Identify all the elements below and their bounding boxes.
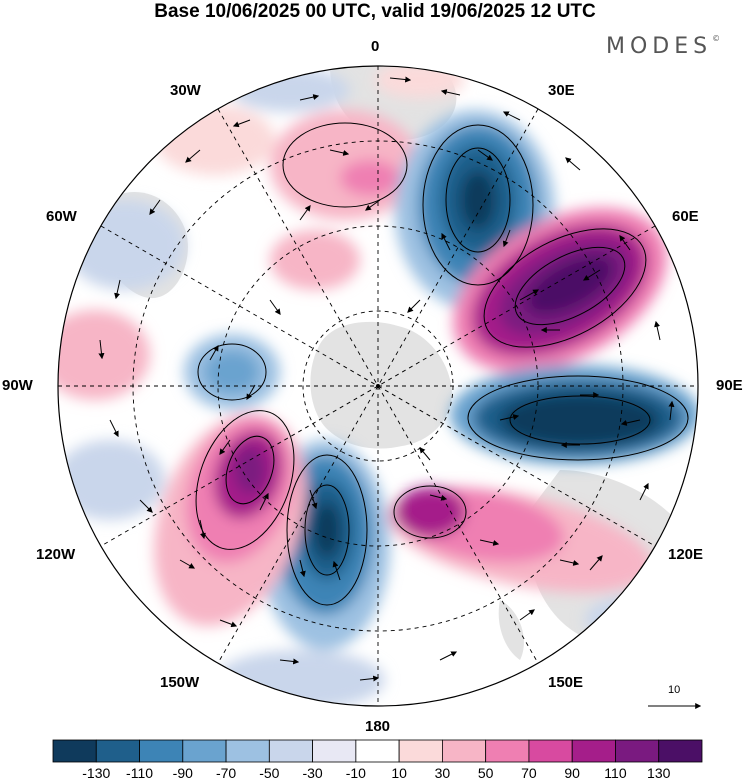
lon-label-90w: 90W bbox=[2, 377, 33, 394]
map-title: Base 10/06/2025 00 UTC, valid 19/06/2025… bbox=[154, 1, 596, 22]
lon-label-60e: 60E bbox=[672, 208, 699, 225]
colorbar-swatch bbox=[52, 739, 97, 763]
lon-label-30e: 30E bbox=[548, 82, 575, 99]
brand-mark: © bbox=[712, 33, 721, 43]
lon-label-150e: 150E bbox=[548, 674, 584, 691]
colorbar-swatch bbox=[268, 739, 314, 763]
colorbar-label: 90 bbox=[564, 765, 580, 781]
colorbar-label: -110 bbox=[126, 765, 154, 781]
colorbar-label: 30 bbox=[434, 765, 451, 781]
lon-label-180: 180 bbox=[365, 718, 391, 735]
modes-logo: MODES© bbox=[606, 34, 720, 59]
colorbar-swatch bbox=[441, 739, 487, 763]
colorbar-label: -50 bbox=[259, 765, 280, 781]
colorbar-swatch bbox=[139, 739, 184, 763]
colorbar-label: 130 bbox=[647, 765, 671, 781]
colorbar-label: -130 bbox=[82, 765, 111, 781]
lon-label-30w: 30W bbox=[170, 82, 201, 99]
lon-label-0: 0 bbox=[371, 38, 380, 55]
lon-label-90e: 90E bbox=[716, 377, 743, 394]
colorbar-swatch bbox=[95, 739, 140, 763]
colorbar-swatch bbox=[485, 739, 530, 763]
contour-lines bbox=[195, 122, 689, 606]
colorbar-label: -10 bbox=[345, 765, 366, 781]
colorbar-swatch bbox=[225, 739, 270, 763]
colorbar-label: 50 bbox=[477, 765, 494, 781]
new-zealand-land bbox=[498, 600, 524, 660]
colorbar-label: 110 bbox=[604, 765, 627, 781]
lon-label-150w: 150W bbox=[160, 674, 200, 691]
lon-label-120w: 120W bbox=[36, 546, 76, 563]
lon-label-60w: 60W bbox=[46, 208, 77, 225]
colorbar bbox=[52, 739, 703, 763]
colorbar-label: -90 bbox=[172, 765, 193, 781]
colorbar-swatch bbox=[658, 739, 703, 763]
colorbar-swatch bbox=[182, 739, 227, 763]
reference-vector-label: 10 bbox=[668, 684, 681, 696]
colorbar-label: 10 bbox=[391, 765, 407, 781]
colorbar-swatch bbox=[355, 739, 400, 763]
map-boundary bbox=[57, 65, 699, 707]
south-pole-marker bbox=[376, 384, 380, 388]
colorbar-swatch bbox=[528, 739, 573, 763]
colorbar-swatch bbox=[398, 739, 443, 763]
colorbar-label: 70 bbox=[521, 765, 537, 781]
colorbar-swatch bbox=[312, 739, 357, 763]
colorbar-label: -70 bbox=[215, 765, 237, 781]
colorbar-label: -30 bbox=[302, 765, 323, 781]
brand-name: MODES bbox=[606, 34, 713, 59]
colorbar-swatch bbox=[571, 739, 616, 763]
wind-vectors bbox=[98, 76, 675, 682]
lon-label-120e: 120E bbox=[668, 546, 704, 563]
antarctica-land bbox=[310, 321, 452, 449]
colorbar-swatch bbox=[615, 739, 660, 763]
